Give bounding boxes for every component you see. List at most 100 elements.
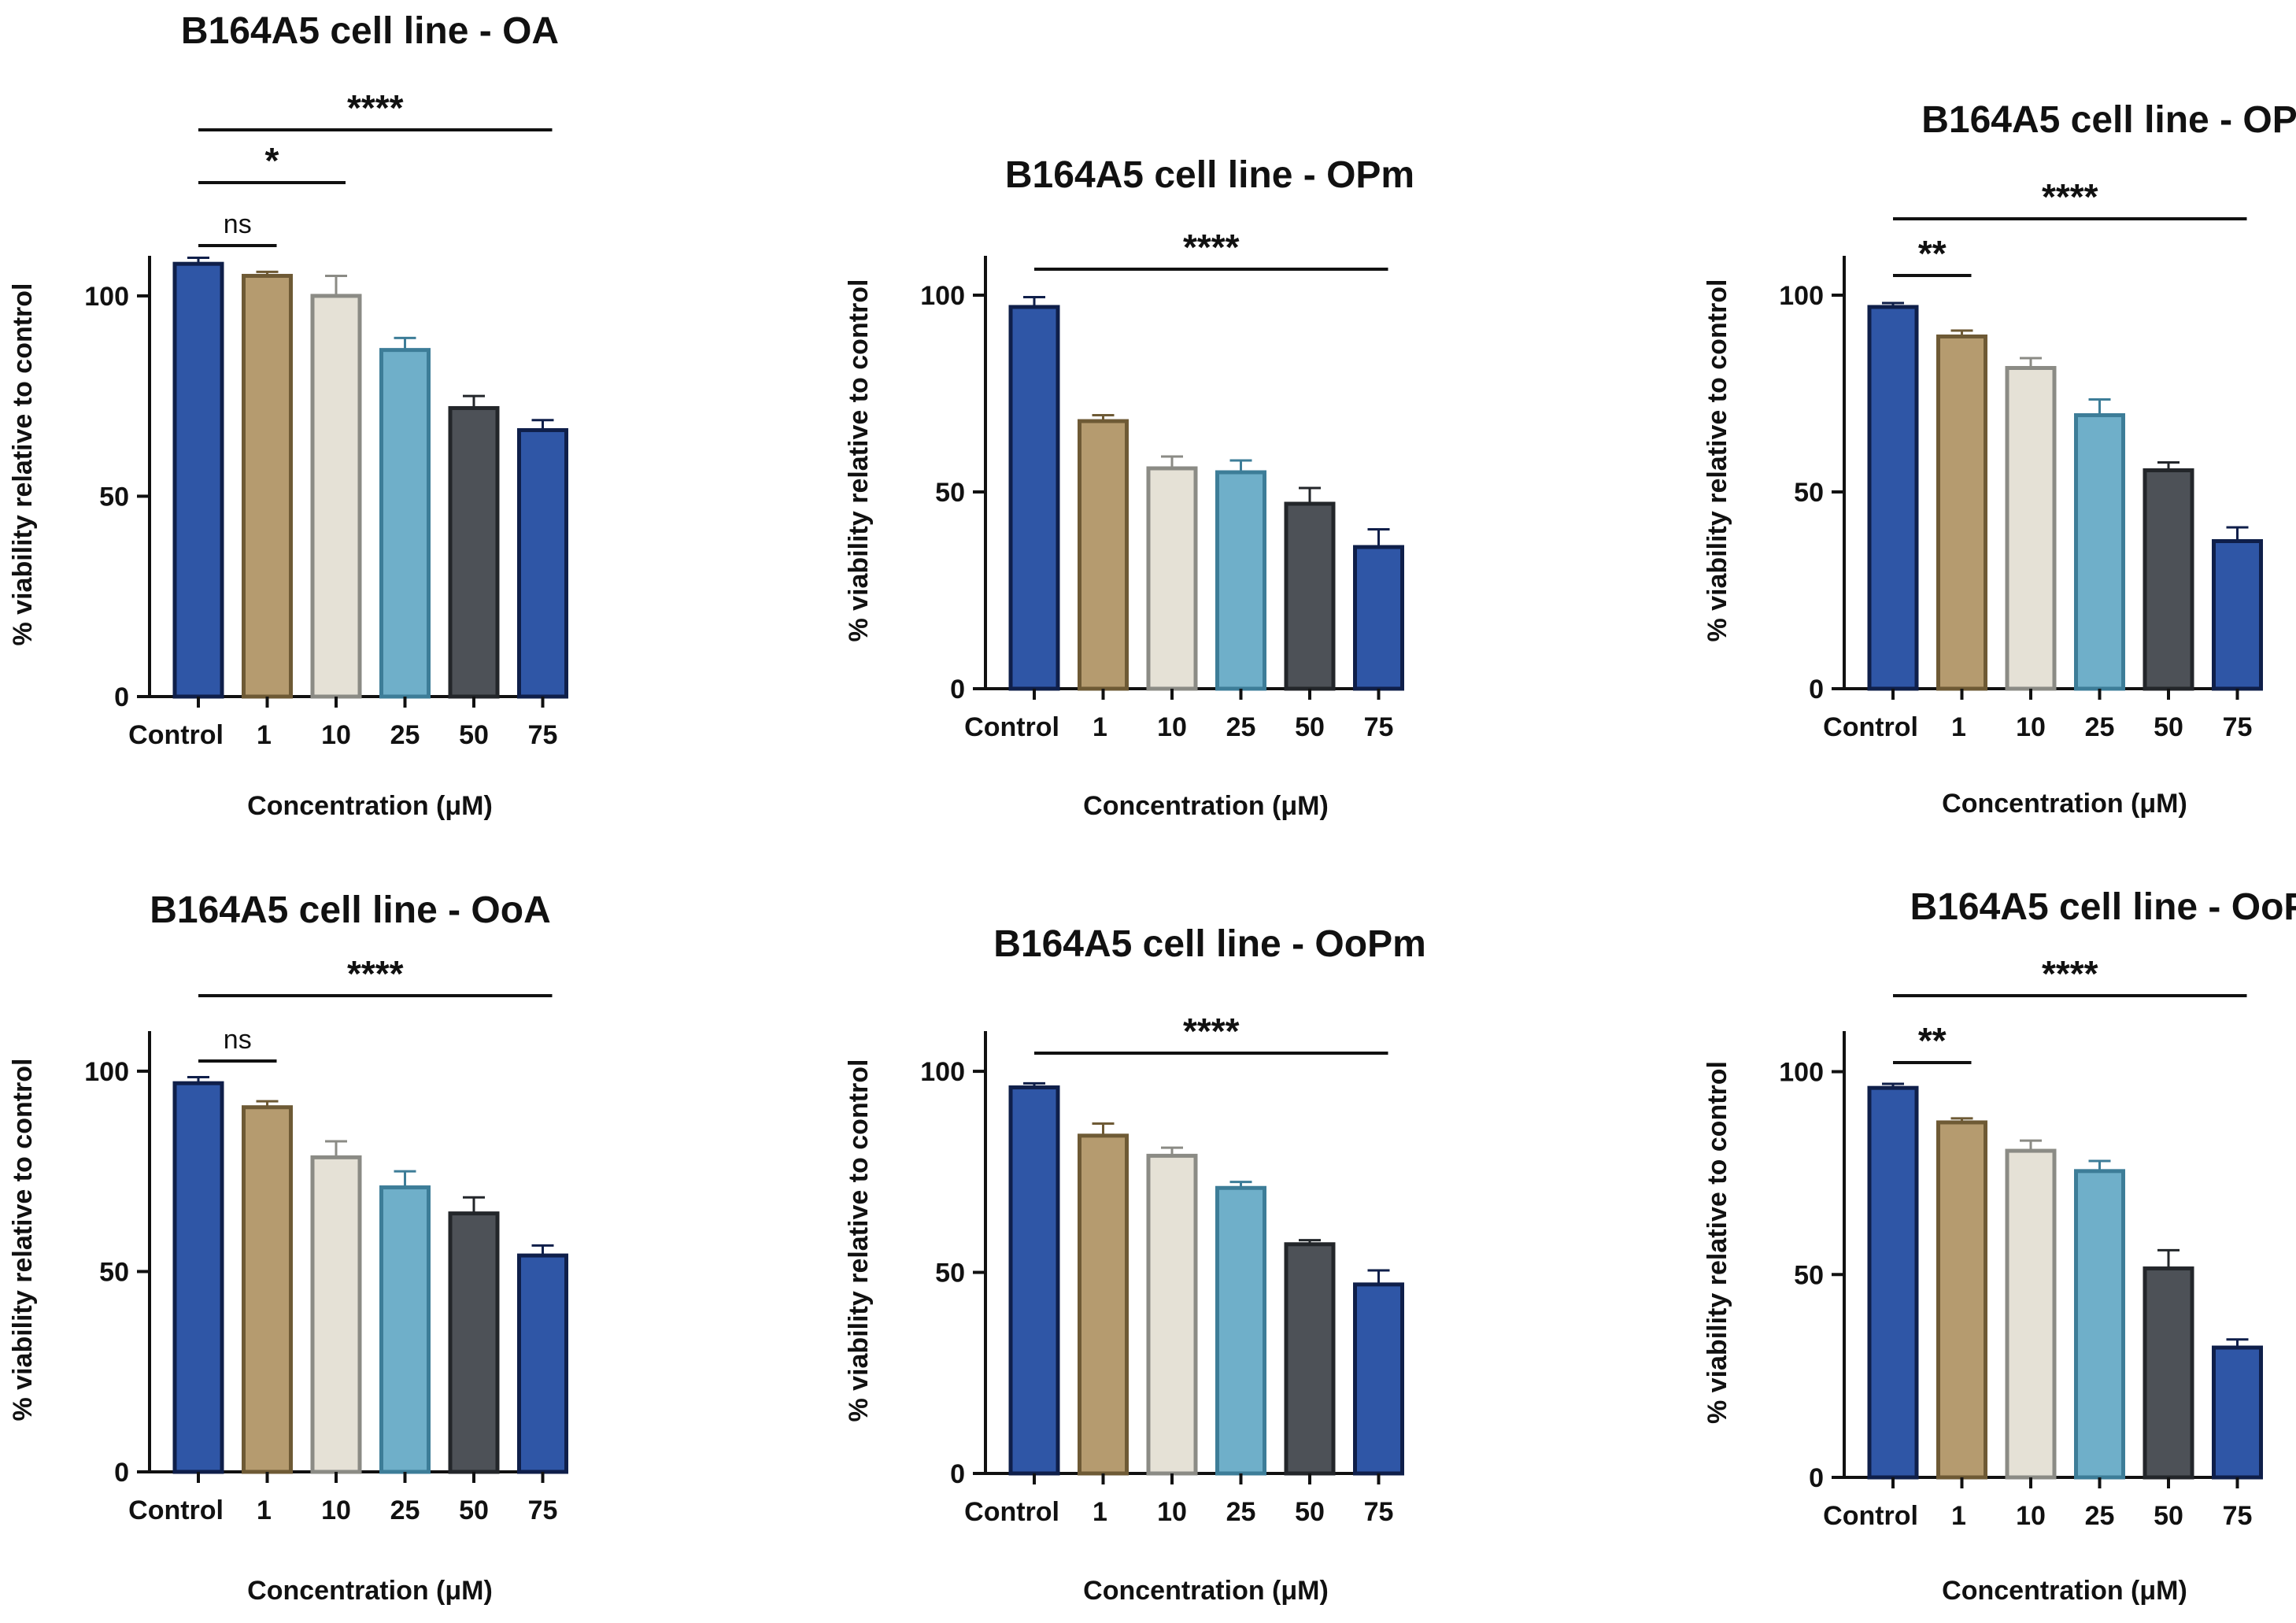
x-axis-label: Concentration (μM) xyxy=(1942,1576,2187,1606)
bar-25 xyxy=(2074,413,2125,691)
y-tick-label: 100 xyxy=(1779,281,1824,311)
y-tick-label: 50 xyxy=(935,478,965,508)
y-tick-label: 100 xyxy=(920,281,965,311)
x-axis-label: Concentration (μM) xyxy=(247,1576,493,1606)
y-tick-label: 50 xyxy=(1794,478,1824,508)
y-tick-label: 0 xyxy=(114,1458,129,1488)
bar-50 xyxy=(448,405,500,699)
x-tick-label: 25 xyxy=(1226,1497,1256,1527)
y-tick-label: 50 xyxy=(935,1259,965,1288)
x-tick-label: 25 xyxy=(390,720,420,750)
bar-control xyxy=(1008,305,1060,691)
y-tick-label: 0 xyxy=(114,682,129,712)
bar-75 xyxy=(517,1253,568,1474)
x-tick-label: 10 xyxy=(1157,712,1187,742)
chart-title: B164A5 cell line - OoP xyxy=(1910,886,2296,928)
x-tick-label: Control xyxy=(964,1497,1059,1527)
x-tick-label: 25 xyxy=(2085,712,2115,742)
bar-50 xyxy=(1284,501,1336,691)
chart-panel-1: B164A5 cell line - OA % viability relativ… xyxy=(8,10,568,821)
y-tick-label: 0 xyxy=(1809,1463,1824,1493)
x-tick-label: Control xyxy=(1823,712,1918,742)
x-axis-label: Concentration (μM) xyxy=(1942,789,2187,819)
x-tick-label: 75 xyxy=(528,720,558,750)
y-axis-label: % viability relative to control xyxy=(844,1059,874,1422)
bar-50 xyxy=(1284,1242,1336,1476)
chart-title: B164A5 cell line - OA xyxy=(181,10,559,52)
x-axis-label: Concentration (μM) xyxy=(1083,791,1329,821)
x-tick-label: 75 xyxy=(2223,712,2253,742)
bar-75 xyxy=(2212,539,2263,691)
y-tick-label: 50 xyxy=(1794,1260,1824,1290)
chart-title: B164A5 cell line - OP xyxy=(1921,99,2296,141)
bar-1 xyxy=(1936,1120,1987,1480)
x-tick-label: 25 xyxy=(2085,1501,2115,1531)
y-tick-label: 100 xyxy=(84,282,129,312)
bar-50 xyxy=(2143,468,2194,691)
significance-label: ns xyxy=(224,1025,252,1055)
bar-1 xyxy=(1936,335,1987,691)
chart-panel-4: B164A5 cell line - OoA % viability relati… xyxy=(8,889,568,1606)
x-tick-label: 50 xyxy=(1295,712,1325,742)
bar-25 xyxy=(379,348,431,699)
chart-title: B164A5 cell line - OoPm xyxy=(993,923,1426,965)
x-tick-label: 75 xyxy=(1364,712,1394,742)
x-tick-label: 10 xyxy=(1157,1497,1187,1527)
significance-label: **** xyxy=(1183,1011,1240,1052)
bar-25 xyxy=(379,1185,431,1474)
bar-1 xyxy=(242,1105,293,1474)
y-axis-label: % viability relative to control xyxy=(844,279,874,641)
bar-25 xyxy=(1215,470,1266,691)
x-tick-label: 50 xyxy=(1295,1497,1325,1527)
y-tick-label: 100 xyxy=(920,1057,965,1087)
chart-panel-5: B164A5 cell line - OoPm % viability relat… xyxy=(844,923,1426,1606)
bar-control xyxy=(172,1081,224,1474)
x-tick-label: Control xyxy=(964,712,1059,742)
bar-1 xyxy=(1078,1133,1129,1476)
x-tick-label: 50 xyxy=(2154,712,2183,742)
chart-panel-6: B164A5 cell line - OoP % viability relati… xyxy=(1703,886,2296,1606)
x-tick-label: 1 xyxy=(1093,1497,1107,1527)
significance-label: **** xyxy=(2042,953,2098,994)
bar-75 xyxy=(1353,545,1404,691)
chart-panel-3: B164A5 cell line - OP % viability relativ… xyxy=(1703,99,2296,819)
bar-1 xyxy=(242,273,293,699)
x-tick-label: 25 xyxy=(1226,712,1256,742)
x-tick-label: 1 xyxy=(1951,712,1966,742)
x-tick-label: 10 xyxy=(2016,1501,2046,1531)
bar-10 xyxy=(2005,366,2057,691)
x-tick-label: 50 xyxy=(2154,1501,2183,1531)
bar-10 xyxy=(310,294,362,699)
y-tick-label: 100 xyxy=(1779,1058,1824,1088)
bar-50 xyxy=(448,1211,500,1474)
y-tick-label: 0 xyxy=(1809,675,1824,704)
chart-panel-2: B164A5 cell line - OPm % viability relati… xyxy=(844,154,1414,821)
bar-1 xyxy=(1078,419,1129,691)
bar-75 xyxy=(1353,1282,1404,1476)
bar-10 xyxy=(1146,1153,1198,1476)
x-axis-label: Concentration (μM) xyxy=(247,791,493,821)
x-tick-label: 10 xyxy=(321,720,351,750)
x-tick-label: 1 xyxy=(1951,1501,1966,1531)
x-tick-label: 50 xyxy=(459,1495,489,1525)
bar-25 xyxy=(2074,1169,2125,1480)
significance-label: ** xyxy=(1918,1020,1947,1061)
x-tick-label: 1 xyxy=(257,1495,272,1525)
bar-control xyxy=(172,261,224,699)
y-tick-label: 0 xyxy=(950,1459,965,1489)
x-tick-label: 10 xyxy=(321,1495,351,1525)
y-tick-label: 50 xyxy=(99,482,129,512)
x-tick-label: 25 xyxy=(390,1495,420,1525)
chart-title: B164A5 cell line - OPm xyxy=(1005,154,1414,196)
bar-75 xyxy=(517,427,568,699)
y-axis-label: % viability relative to control xyxy=(8,283,38,645)
significance-label: ** xyxy=(1918,233,1947,274)
x-tick-label: 1 xyxy=(257,720,272,750)
y-tick-label: 50 xyxy=(99,1257,129,1287)
x-tick-label: Control xyxy=(1823,1501,1918,1531)
chart-title: B164A5 cell line - OoA xyxy=(150,889,551,931)
bar-25 xyxy=(1215,1185,1266,1476)
x-tick-label: 75 xyxy=(528,1495,558,1525)
x-tick-label: 10 xyxy=(2016,712,2046,742)
